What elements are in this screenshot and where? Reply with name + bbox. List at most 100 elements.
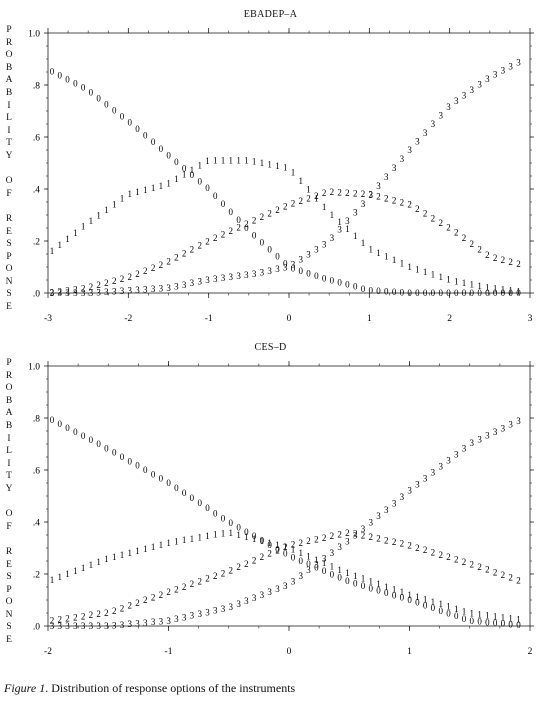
series-0-point: 0 xyxy=(221,513,226,523)
series-3-point: 3 xyxy=(135,618,140,628)
series-2-point: 2 xyxy=(314,535,319,545)
series-0-point: 0 xyxy=(50,415,55,425)
series-0-point: 0 xyxy=(135,461,140,471)
series-1-point: 1 xyxy=(159,181,164,191)
series-1-point: 1 xyxy=(205,531,210,541)
series-0-point: 0 xyxy=(73,427,78,437)
series-3-point: 3 xyxy=(205,275,210,285)
series-2-point: 2 xyxy=(135,598,140,608)
series-3-point: 3 xyxy=(65,621,70,631)
series-1-point: 1 xyxy=(267,538,272,548)
series-3-point: 3 xyxy=(485,74,490,84)
series-3-point: 3 xyxy=(462,443,467,453)
series-1-point: 1 xyxy=(197,532,202,542)
series-2-point: 2 xyxy=(252,215,257,225)
series-1-point: 1 xyxy=(81,563,86,573)
series-0-point: 0 xyxy=(376,286,381,296)
series-2-point: 2 xyxy=(384,535,389,545)
series-3-point: 3 xyxy=(159,283,164,293)
series-0-point: 0 xyxy=(485,617,490,627)
series-3-point: 3 xyxy=(400,154,405,164)
series-1-point: 1 xyxy=(221,528,226,538)
series-3-point: 3 xyxy=(166,283,171,293)
series-1-point: 1 xyxy=(423,595,428,605)
series-3-point: 3 xyxy=(330,548,335,558)
series-3-point: 3 xyxy=(65,288,70,298)
series-0-point: 0 xyxy=(493,288,498,298)
caption-text: . Distribution of response options of th… xyxy=(45,681,296,695)
series-3-point: 3 xyxy=(275,584,280,594)
series-3-point: 3 xyxy=(174,614,179,624)
series-2-point: 2 xyxy=(260,212,265,222)
series-3-point: 3 xyxy=(415,136,420,146)
series-1-point: 1 xyxy=(166,179,171,189)
series-2-point: 2 xyxy=(470,559,475,569)
series-3-point: 3 xyxy=(96,621,101,631)
series-0-point: 0 xyxy=(446,608,451,618)
series-2-point: 2 xyxy=(244,559,249,569)
series-0-point: 0 xyxy=(400,593,405,603)
series-2-point: 2 xyxy=(73,284,78,294)
series-0-point: 0 xyxy=(96,93,101,103)
series-3-point: 3 xyxy=(143,618,148,628)
x-tick-label: -1 xyxy=(165,647,173,657)
series-2-point: 2 xyxy=(431,547,436,557)
series-3-point: 3 xyxy=(345,537,350,547)
plot-area: .0.2.4.6.81.0-2 -1 0 1 20 0 0 0 0 0 0 0 0 0 0 0 0 0 0 00000… xyxy=(28,361,534,657)
series-3-point: 3 xyxy=(159,616,164,626)
series-2-point: 2 xyxy=(337,187,342,197)
series-1-point: 1 xyxy=(143,185,148,195)
series-1-point: 1 xyxy=(182,535,187,545)
series-2-point: 2 xyxy=(182,249,187,259)
y-tick-label: 1.0 xyxy=(28,30,40,40)
series-1-point: 1 xyxy=(299,548,304,558)
series-1-point: 1 xyxy=(65,234,70,244)
series-2-point: 2 xyxy=(197,241,202,251)
y-tick-label: .8 xyxy=(33,415,40,425)
series-1-point: 1 xyxy=(58,240,63,250)
series-1-point: 1 xyxy=(353,231,358,241)
series-0-point: 0 xyxy=(267,540,272,550)
series-3-point: 3 xyxy=(438,111,443,121)
series-0-point: 0 xyxy=(112,105,117,115)
series-2-point: 2 xyxy=(508,257,513,267)
series-2-point: 2 xyxy=(236,222,241,232)
series-1-point: 1 xyxy=(384,582,389,592)
series-0-point: 0 xyxy=(485,288,490,298)
series-3-point: 3 xyxy=(267,266,272,276)
series-0-point: 0 xyxy=(96,439,101,449)
series-1-point: 1 xyxy=(73,228,78,238)
series-0-point: 0 xyxy=(368,583,373,593)
series-3-point: 3 xyxy=(81,621,86,631)
series-0-point: 0 xyxy=(50,66,55,76)
series-2-point: 2 xyxy=(438,218,443,228)
series-3-point: 3 xyxy=(283,581,288,591)
series-1-point: 1 xyxy=(501,284,506,294)
series-0-point: 0 xyxy=(291,553,296,563)
series-3-point: 3 xyxy=(485,431,490,441)
series-3-point: 3 xyxy=(516,416,521,426)
series-0-point: 0 xyxy=(104,443,109,453)
series-2-point: 2 xyxy=(291,540,296,550)
series-3-point: 3 xyxy=(306,249,311,259)
series-2-point: 2 xyxy=(462,233,467,243)
series-1-point: 1 xyxy=(392,584,397,594)
series-1-point: 1 xyxy=(236,155,241,165)
series-0-point: 0 xyxy=(384,286,389,296)
series-3-point: 3 xyxy=(353,530,358,540)
series-1-point: 1 xyxy=(182,170,187,180)
series-0-point: 0 xyxy=(275,252,280,262)
series-3-point: 3 xyxy=(337,542,342,552)
series-0-point: 0 xyxy=(314,563,319,573)
series-3-point: 3 xyxy=(376,511,381,521)
series-0-point: 0 xyxy=(431,603,436,613)
series-2-point: 2 xyxy=(291,198,296,208)
series-2-point: 2 xyxy=(205,237,210,247)
series-1-point: 1 xyxy=(470,608,475,618)
series-2-point: 2 xyxy=(221,229,226,239)
series-1-point: 1 xyxy=(368,244,373,254)
series-0-point: 0 xyxy=(104,99,109,109)
series-1-point: 1 xyxy=(283,162,288,172)
series-2-point: 2 xyxy=(104,608,109,618)
series-2-point: 2 xyxy=(112,276,117,286)
